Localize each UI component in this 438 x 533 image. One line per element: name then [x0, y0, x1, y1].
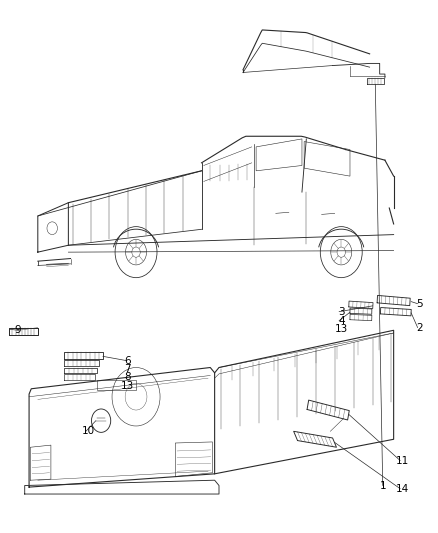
Text: 1: 1 [379, 481, 386, 490]
Text: 13: 13 [335, 324, 348, 334]
Text: 11: 11 [396, 456, 409, 465]
Text: 3: 3 [338, 306, 345, 317]
Bar [97, 380, 136, 390]
Text: 5: 5 [417, 298, 423, 309]
Text: 13: 13 [121, 381, 134, 391]
Text: 6: 6 [124, 356, 131, 366]
Text: 7: 7 [124, 364, 131, 374]
Text: 14: 14 [396, 484, 409, 494]
Text: 10: 10 [81, 426, 95, 437]
Text: 2: 2 [417, 322, 423, 333]
Text: 4: 4 [338, 316, 345, 326]
Text: 9: 9 [15, 325, 21, 335]
Text: 8: 8 [124, 372, 131, 382]
